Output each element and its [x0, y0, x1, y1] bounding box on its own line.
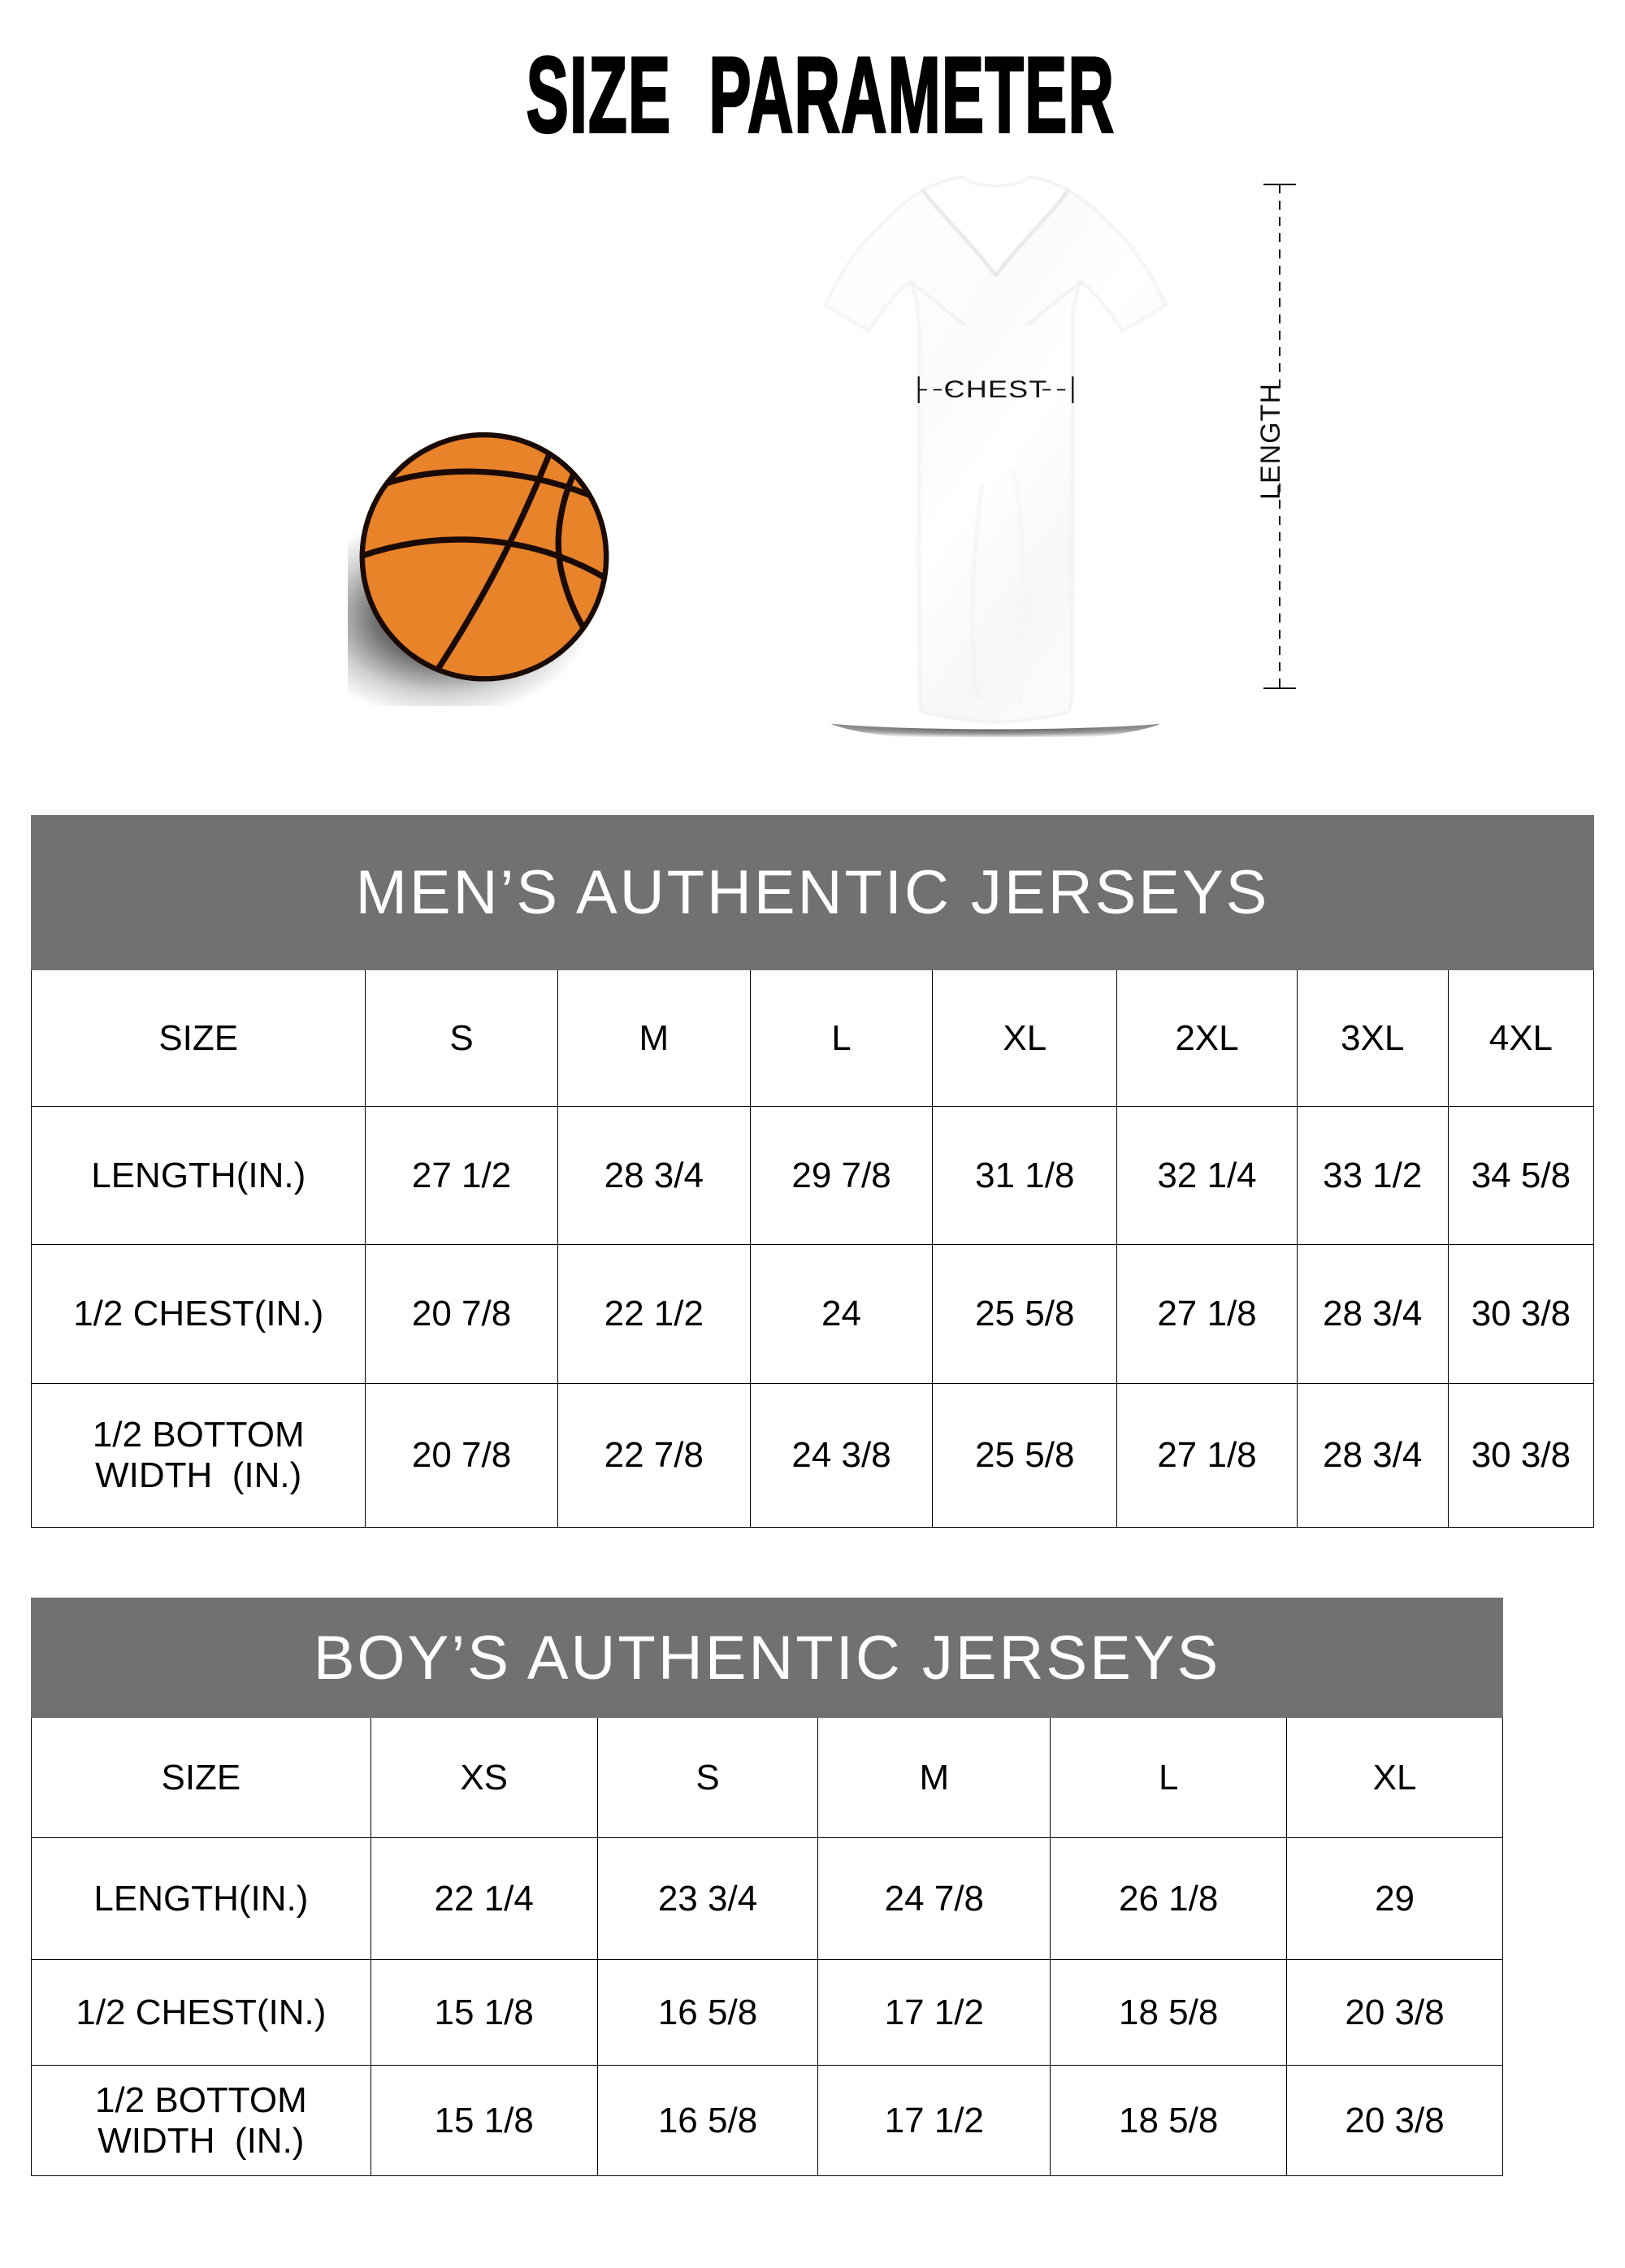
- svg-text:LENGTH: LENGTH: [1255, 383, 1286, 500]
- svg-text:CHEST: CHEST: [944, 375, 1048, 402]
